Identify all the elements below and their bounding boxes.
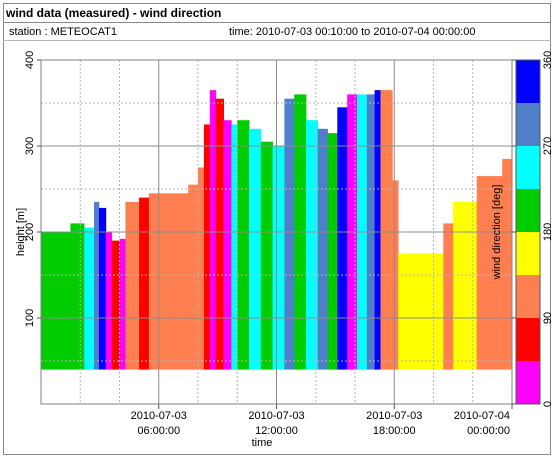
profile-cell-11 (188, 184, 199, 370)
colorbar-bin-5 (516, 146, 540, 189)
x-tick-label-date: 2010-07-03 (366, 410, 422, 422)
profile-cell-14 (209, 90, 217, 370)
profile-cell-38 (502, 158, 513, 370)
profile-cell-10 (148, 193, 189, 370)
profile-cell-26 (327, 133, 338, 370)
time-range-label: time: 2010-07-03 00:10:00 to 2010-07-04 … (229, 26, 476, 38)
profile-cell-34 (398, 253, 444, 370)
colorbar-bin-3 (516, 232, 540, 275)
colorbar-bin-4 (516, 189, 540, 232)
x-axis: 2010-07-03 06:00:00 2010-07-03 12:00:00 2010… (131, 404, 513, 437)
profile-cell-36 (453, 201, 477, 370)
y-tick-label: 300 (24, 137, 36, 155)
x-tick-label-time: 18:00:00 (373, 425, 416, 437)
profile-cell-4 (98, 207, 107, 370)
profile-cell-19 (249, 128, 262, 370)
profile-cell-20 (260, 141, 273, 370)
x-tick-label-date: 2010-07-03 (248, 410, 304, 422)
y-tick-label: 200 (24, 223, 36, 241)
profile-cell-22 (284, 98, 295, 370)
x-tick-label-time: 00:00:00 (467, 425, 510, 437)
profile-cell-37 (476, 176, 503, 370)
colorbar-bin-6 (516, 103, 540, 146)
profile-cell-7 (119, 238, 126, 370)
colorbar-tick-label: 360 (542, 51, 554, 69)
y-axis: 100 200 300 400 (24, 51, 41, 327)
profile-cell-18 (237, 120, 250, 370)
colorbar-tick-label: 270 (542, 137, 554, 155)
profile-cell-25 (317, 128, 328, 370)
profile-cell-5 (105, 232, 113, 370)
y-axis-label: height [m] (15, 208, 27, 256)
profile-cell-17 (231, 124, 238, 370)
x-tick-label-time: 12:00:00 (255, 425, 298, 437)
colorbar-bin-1 (516, 318, 540, 361)
colorbar-bin-0 (516, 361, 540, 404)
profile-cell-2 (84, 227, 95, 370)
profile-cell-9 (139, 197, 150, 370)
colorbar: 0 90 180 270 360 (512, 51, 554, 407)
profile-cell-8 (125, 201, 140, 370)
profile-cell-13 (203, 124, 211, 370)
profile-cell-33 (392, 180, 399, 370)
subheader-divider (3, 40, 551, 41)
profile-cell-3 (94, 201, 100, 370)
profile-cell-0 (41, 232, 71, 370)
x-tick-label-date: 2010-07-04 (454, 410, 510, 422)
colorbar-tick-label: 180 (542, 223, 554, 241)
colorbar-bin-2 (516, 275, 540, 318)
grid-lines (41, 60, 512, 404)
x-tick-label-date: 2010-07-03 (131, 410, 187, 422)
profile-cell-35 (443, 223, 454, 370)
y-tick-label: 100 (24, 309, 36, 327)
profile-cell-21 (272, 146, 285, 370)
profile-cell-12 (198, 167, 205, 370)
profile-cell-16 (223, 120, 232, 370)
profile-cell-15 (215, 98, 224, 370)
profile-cell-32 (380, 90, 393, 370)
colorbar-tick-label: 0 (542, 401, 554, 407)
colorbar-label: wind direction [deg] (491, 185, 503, 281)
station-label: station : METEOCAT1 (9, 26, 117, 38)
profile-cell-31 (374, 90, 381, 370)
chart-title: wind data (measured) - wind direction (6, 6, 222, 20)
profile-cell-6 (111, 240, 120, 370)
x-axis-label: time (252, 437, 273, 449)
header-divider (3, 22, 551, 23)
profile-cell-24 (305, 120, 319, 370)
y-tick-label: 400 (24, 51, 36, 69)
profile-cell-1 (70, 223, 85, 370)
profile-cell-27 (337, 107, 348, 370)
colorbar-tick-label: 90 (542, 312, 554, 324)
colorbar-bin-7 (516, 60, 540, 103)
x-tick-label-time: 06:00:00 (137, 425, 180, 437)
